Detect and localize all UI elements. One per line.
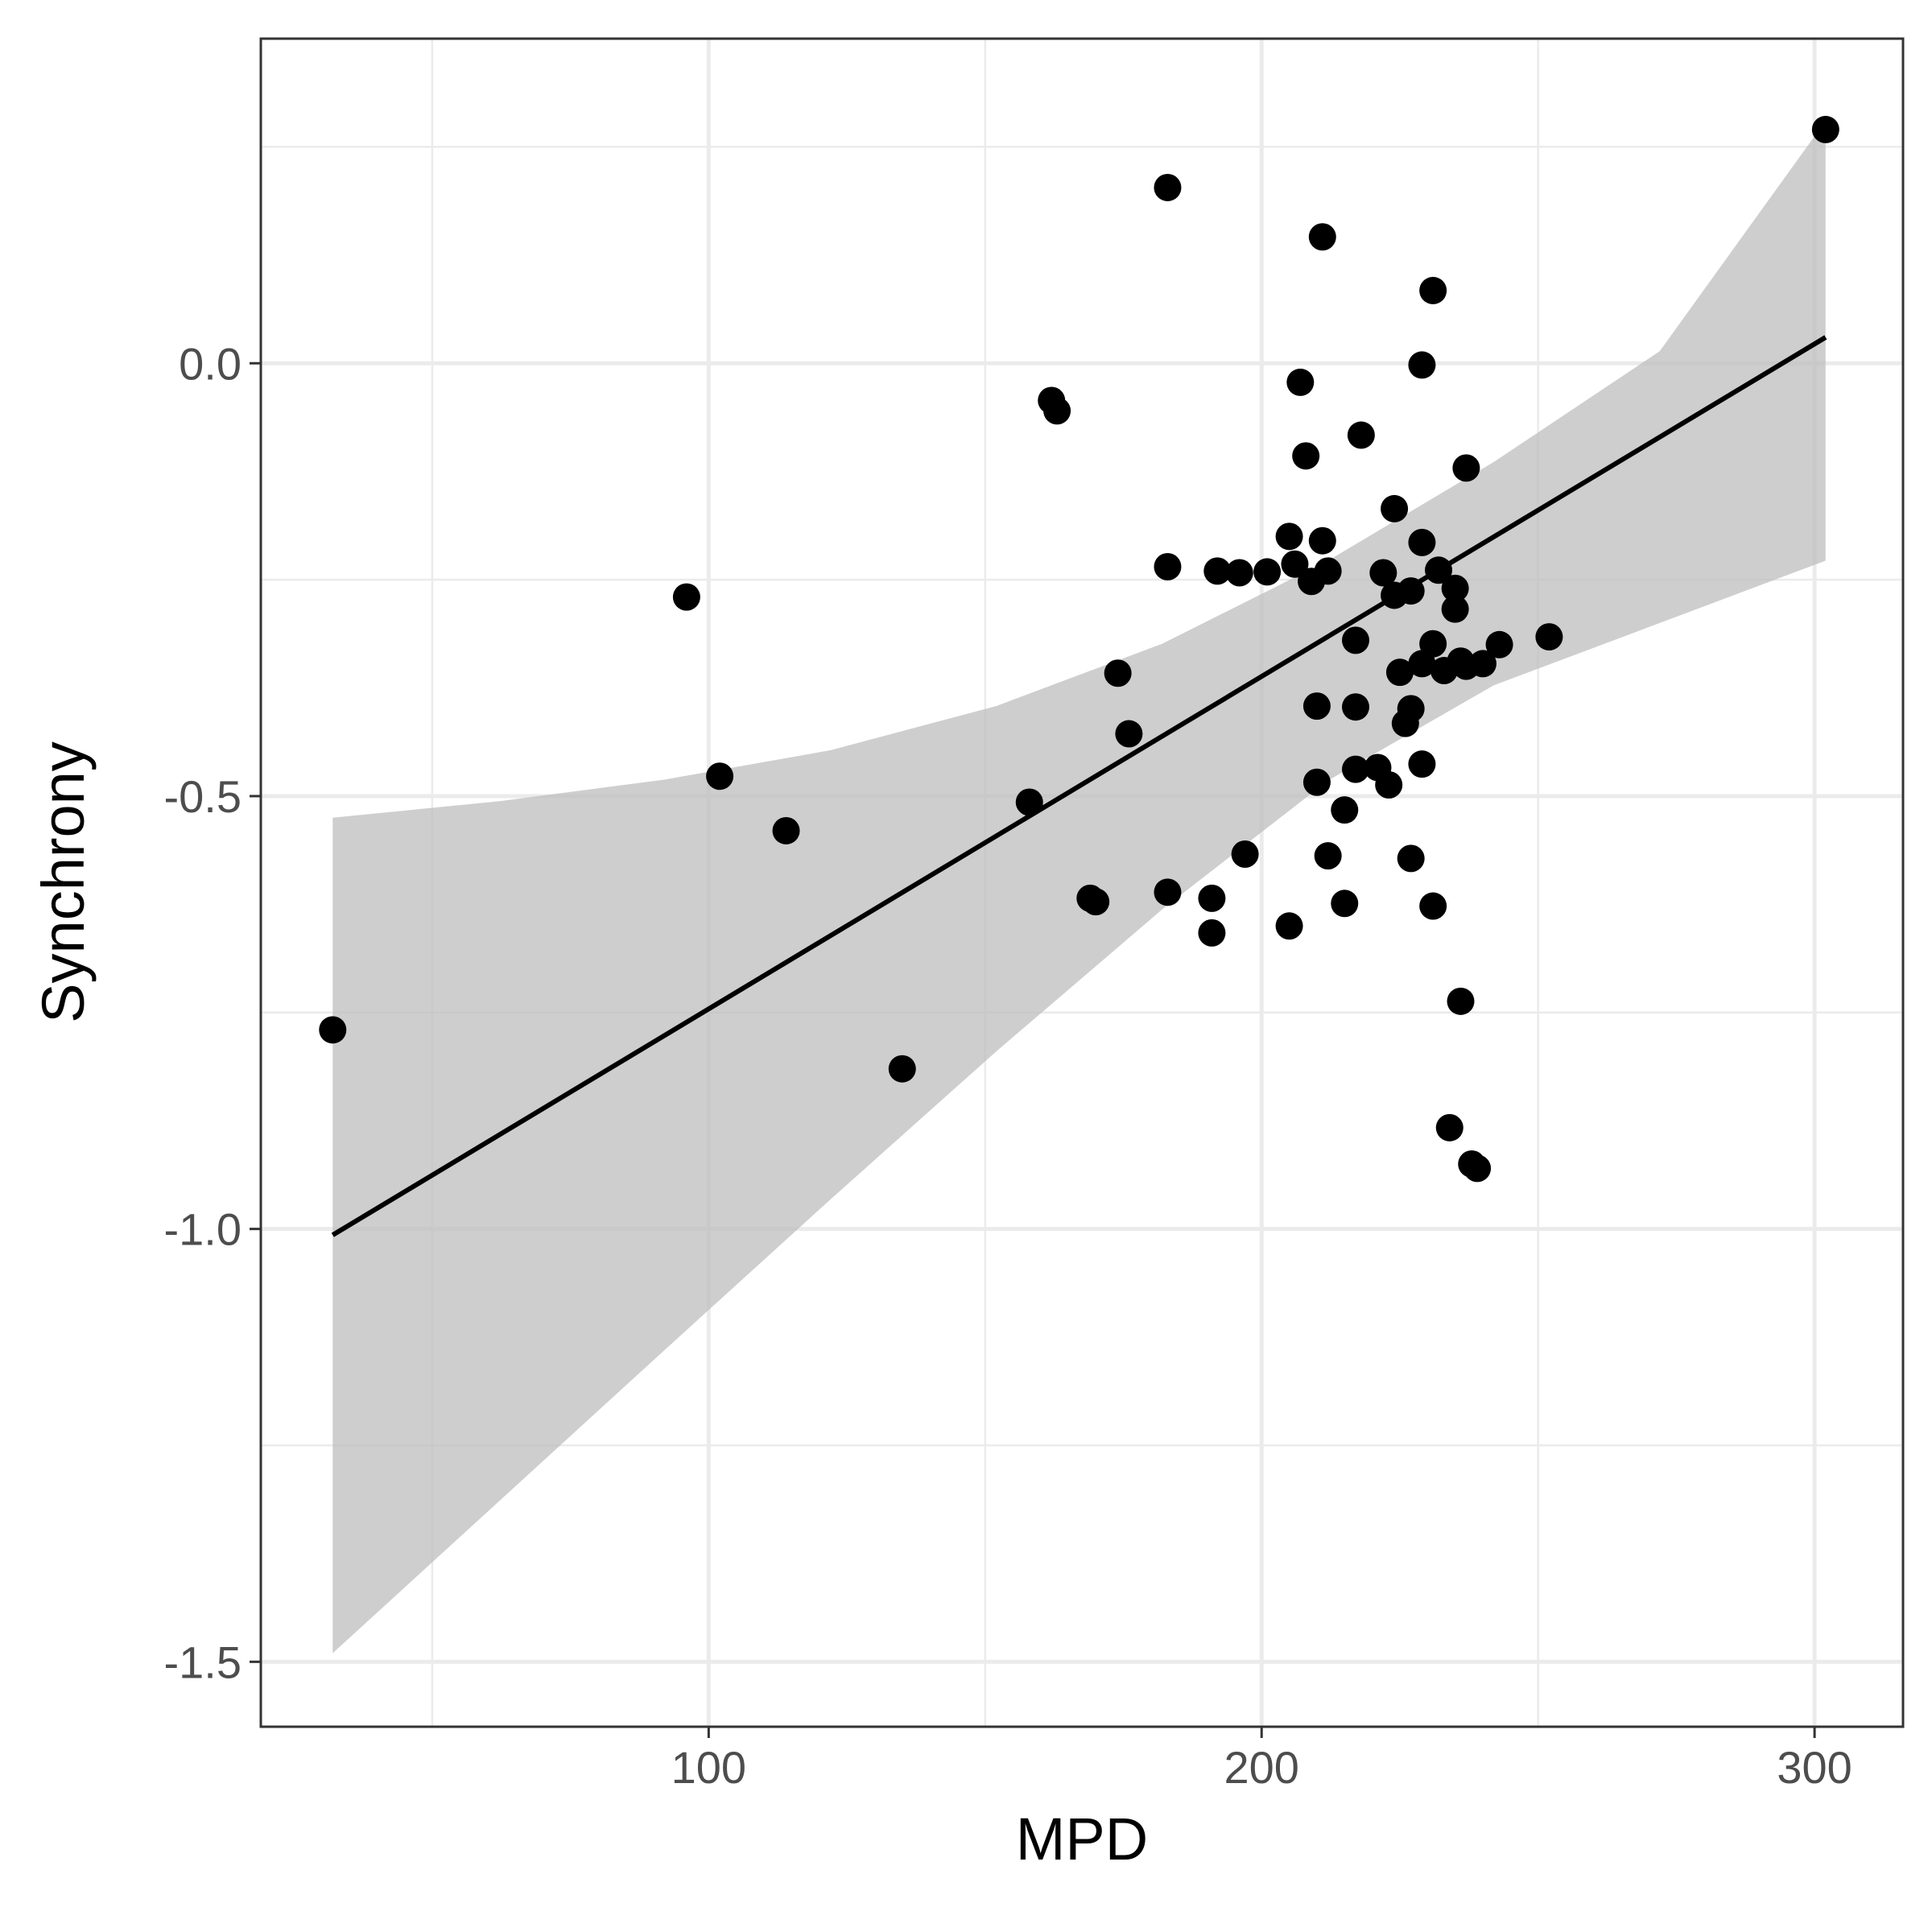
data-point (1275, 522, 1303, 551)
data-point (1331, 796, 1359, 824)
data-point (1043, 397, 1071, 425)
data-point (1397, 695, 1425, 723)
data-point (888, 1055, 916, 1083)
data-point (1275, 912, 1303, 940)
y-tick-label: -1.0 (164, 1204, 242, 1255)
data-point (1115, 720, 1143, 748)
data-point (1331, 890, 1359, 918)
data-point (1441, 574, 1469, 602)
panel-border (259, 37, 1905, 1728)
data-point (1302, 692, 1331, 720)
data-point (1342, 626, 1369, 654)
data-point (1463, 1154, 1492, 1183)
data-point (1314, 842, 1342, 870)
data-point (1342, 693, 1369, 721)
confidence-band-layer (332, 121, 1826, 1653)
data-point (672, 583, 700, 611)
x-tick-label: 200 (1224, 1742, 1299, 1793)
data-point (1342, 755, 1369, 783)
data-point (772, 816, 800, 844)
data-point (1225, 559, 1253, 587)
data-point (1302, 768, 1331, 796)
x-tick-label: 100 (671, 1742, 746, 1793)
data-point (1408, 528, 1436, 556)
y-tick-label: -1.5 (164, 1637, 242, 1687)
data-point (1408, 351, 1436, 379)
regression-line-layer (331, 335, 1827, 1237)
data-point (1369, 559, 1397, 587)
data-point (1308, 526, 1336, 555)
data-point (1381, 494, 1409, 522)
data-point (1425, 556, 1453, 584)
axes: 100 200 300 -1.5 -1.0 -0.5 0.0 (164, 338, 1852, 1793)
data-point (1154, 173, 1182, 201)
data-point (1535, 623, 1563, 651)
regression-line (331, 335, 1827, 1237)
data-point (1314, 557, 1342, 585)
data-point (1154, 878, 1182, 906)
x-axis-title: MPD (1016, 1806, 1148, 1872)
data-point (1281, 550, 1309, 578)
data-point (1485, 630, 1513, 658)
data-point (1231, 840, 1259, 869)
data-point (1468, 650, 1496, 678)
data-point (1347, 421, 1375, 449)
data-point (319, 1016, 347, 1044)
data-point (1104, 659, 1132, 687)
data-point (1286, 368, 1315, 396)
data-point (1015, 788, 1043, 816)
data-point (1408, 650, 1436, 678)
y-axis-title: Synchrony (30, 741, 97, 1023)
data-points (319, 115, 1839, 1183)
data-point (1198, 884, 1226, 912)
data-point (1811, 115, 1839, 143)
data-point (1082, 888, 1110, 916)
y-tick-label: 0.0 (179, 338, 242, 389)
x-tick-label: 300 (1777, 1742, 1852, 1793)
data-point (1154, 552, 1182, 580)
y-tick-label: -0.5 (164, 771, 242, 822)
data-point (1292, 442, 1320, 470)
data-point (1375, 770, 1403, 799)
grid-lines (261, 39, 1903, 1727)
confidence-band (332, 121, 1826, 1653)
data-point (1419, 276, 1447, 304)
data-point (1385, 658, 1414, 687)
data-point (1203, 557, 1232, 585)
data-point (1452, 454, 1480, 482)
data-point (1419, 630, 1447, 658)
data-point (706, 762, 734, 791)
data-point (1419, 892, 1447, 920)
data-point (1447, 987, 1475, 1015)
data-point (1253, 558, 1282, 586)
data-point (1198, 919, 1226, 947)
data-point (1441, 595, 1469, 623)
data-point (1397, 844, 1425, 873)
data-point (1435, 1113, 1463, 1141)
data-point (1308, 223, 1336, 251)
data-point (1408, 750, 1436, 778)
data-point (1397, 577, 1425, 605)
